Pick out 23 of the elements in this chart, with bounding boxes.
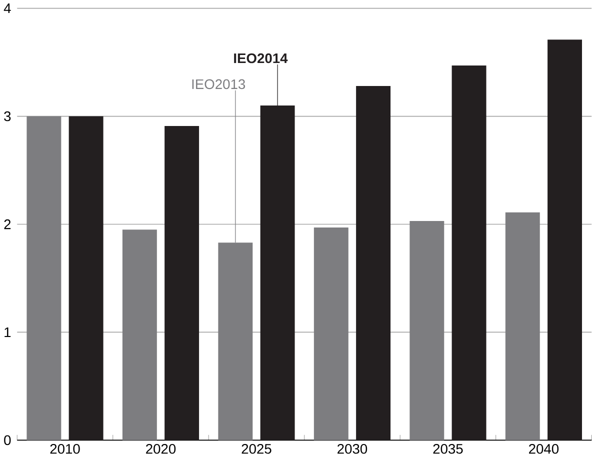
x-tick-label: 2035: [433, 444, 463, 454]
bar: [314, 227, 348, 440]
x-tick-label: 2010: [50, 444, 80, 454]
bar: [164, 126, 200, 440]
x-tick-label: 2030: [338, 444, 368, 454]
x-tick-label: 2025: [242, 444, 272, 454]
bar: [548, 39, 582, 440]
text: IEO2014: [234, 53, 288, 64]
bar: [68, 116, 104, 440]
y-tick-label: 4: [4, 3, 11, 13]
bar: [410, 220, 444, 440]
bar: [122, 230, 157, 440]
bar: [356, 86, 391, 440]
text: IEO2013: [192, 79, 246, 89]
x-tick-label: 2040: [529, 444, 559, 454]
y-tick-label: 3: [4, 111, 11, 122]
bar: [505, 212, 540, 440]
y-tick-label: 0: [4, 435, 11, 445]
bar: [26, 116, 62, 440]
bar: [452, 65, 486, 440]
y-tick-label: 1: [4, 327, 11, 337]
y-tick-label: 2: [4, 219, 11, 229]
x-tick-label: 2020: [146, 444, 176, 454]
